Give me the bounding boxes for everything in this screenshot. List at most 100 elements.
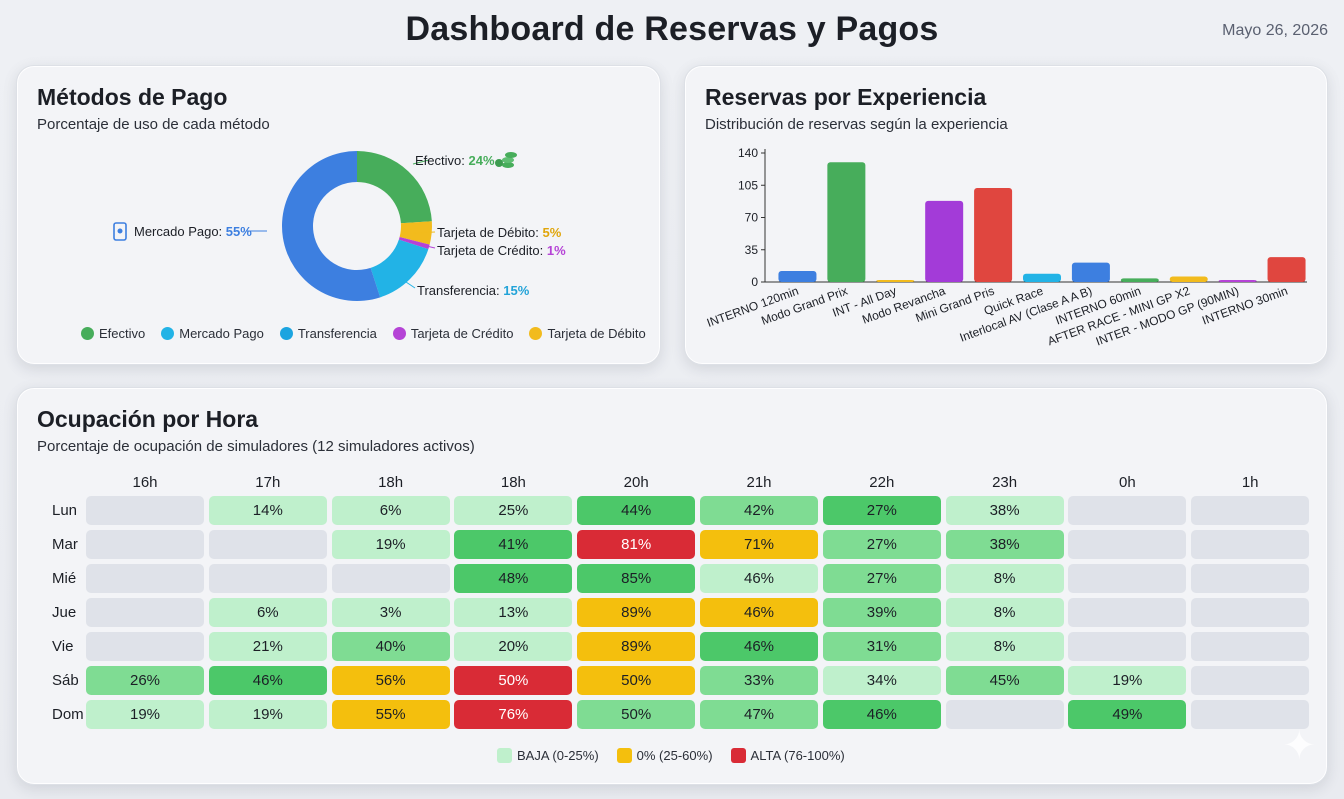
- heatmap-cell: 27%: [822, 496, 941, 525]
- donut-slice-efectivo: [357, 151, 432, 224]
- heatmap-column-header: 17h: [255, 474, 281, 491]
- legend-mercado-pago: Mercado Pago: [161, 326, 264, 341]
- bar-2: [876, 280, 915, 282]
- heatmap-cell: 76%: [454, 700, 573, 729]
- bar-1: [827, 162, 866, 282]
- bar-4: [974, 188, 1013, 282]
- heatmap-row-header: Jue: [52, 604, 77, 621]
- heatmap-column-header: 20h: [623, 474, 649, 491]
- heatmap-cell: [1068, 598, 1187, 627]
- heatmap-column-header: 0h: [1119, 474, 1136, 491]
- heatmap-column-header: 18h: [378, 474, 404, 491]
- bar-3: [925, 200, 964, 282]
- heatmap-column-header: 22h: [869, 474, 895, 491]
- heatmap-cell: [1068, 530, 1187, 559]
- experiences-card: Reservas por Experiencia Distribución de…: [684, 65, 1328, 365]
- heatmap-cell: 46%: [700, 598, 818, 627]
- y-tick-label: 35: [745, 243, 759, 257]
- heatmap-cell: [86, 564, 204, 593]
- payment-legend: Efectivo Mercado Pago Transferencia Tarj…: [81, 326, 646, 341]
- legend-media: 0% (25-60%): [616, 748, 713, 763]
- heatmap-cell: 39%: [822, 598, 941, 627]
- legend-efectivo: Efectivo: [81, 326, 145, 341]
- heatmap-cell: 46%: [208, 666, 327, 695]
- legend-baja: BAJA (0-25%): [497, 748, 599, 763]
- heatmap-cell: 19%: [208, 700, 327, 729]
- callout-credito: Tarjeta de Crédito: 1%: [437, 243, 566, 258]
- occupancy-card-title: Ocupación por Hora: [37, 406, 259, 432]
- heatmap-cell: [208, 564, 327, 593]
- heatmap-row-header: Dom: [52, 706, 84, 723]
- callout-transferencia: Transferencia: 15%: [417, 283, 530, 298]
- heatmap-cell: 42%: [700, 496, 818, 525]
- heatmap-cell: 8%: [945, 632, 1064, 661]
- heatmap-cell: 47%: [700, 700, 818, 729]
- page-date: Mayo 26, 2026: [1222, 22, 1328, 39]
- y-tick-label: 105: [738, 178, 758, 192]
- heatmap-cell: 33%: [700, 666, 818, 695]
- heatmap-cell: [1191, 700, 1310, 729]
- callout-debito: Tarjeta de Débito: 5%: [437, 225, 562, 240]
- heatmap-cell: 19%: [331, 530, 450, 559]
- heatmap-cell: 55%: [331, 700, 450, 729]
- heatmap-cell: [1191, 598, 1310, 627]
- bar-8: [1169, 276, 1208, 282]
- occupancy-card-subtitle: Porcentaje de ocupación de simuladores (…: [37, 438, 475, 455]
- heatmap-column-header: 21h: [746, 474, 772, 491]
- heatmap-cell: 49%: [1068, 700, 1187, 729]
- heatmap-row-header: Mar: [52, 536, 78, 553]
- experiences-card-subtitle: Distribución de reservas según la experi…: [705, 116, 1008, 133]
- heatmap-cell: 27%: [822, 564, 941, 593]
- heatmap-cell: 40%: [331, 632, 450, 661]
- heatmap-cell: 89%: [577, 632, 696, 661]
- heatmap-row-header: Vie: [52, 638, 74, 655]
- legend-transferencia: Transferencia: [279, 326, 377, 341]
- heatmap-cell: [1068, 496, 1187, 525]
- page-title: Dashboard de Reservas y Pagos: [405, 10, 939, 48]
- heatmap-cell: 26%: [86, 666, 204, 695]
- donut-slice-mercado-pago: [282, 151, 381, 301]
- heatmap-column-header: 16h: [132, 474, 158, 491]
- heatmap-cell: [1191, 496, 1310, 525]
- heatmap-cell: [1068, 632, 1187, 661]
- coins-icon: [495, 152, 517, 168]
- heatmap-cell: 48%: [454, 564, 573, 593]
- bar-6: [1071, 262, 1110, 282]
- heatmap-cell: [1068, 564, 1187, 593]
- heatmap-cell: 21%: [208, 632, 327, 661]
- heatmap-cell: 41%: [454, 530, 573, 559]
- occupancy-card: Ocupación por Hora Porcentaje de ocupaci…: [16, 387, 1328, 785]
- heatmap-cell: 20%: [454, 632, 573, 661]
- payment-methods-card: Métodos de Pago Porcentaje de uso de cad…: [16, 65, 661, 365]
- heatmap-cell: 50%: [454, 666, 573, 695]
- heatmap-cell: 25%: [454, 496, 573, 525]
- bar-0: [778, 270, 817, 282]
- heatmap-cell: 50%: [577, 666, 696, 695]
- heatmap-cell: [1191, 564, 1310, 593]
- heatmap-cell: 44%: [577, 496, 696, 525]
- heatmap-cell: 19%: [86, 700, 204, 729]
- heatmap-cell: 34%: [822, 666, 941, 695]
- heatmap-cell: 27%: [822, 530, 941, 559]
- heatmap-cell: [86, 496, 204, 525]
- heatmap-cell: 85%: [577, 564, 696, 593]
- legend-tarjeta-debito: Tarjeta de Débito: [529, 326, 646, 341]
- heatmap-row-header: Sáb: [52, 672, 79, 689]
- heatmap-cell: 38%: [945, 530, 1064, 559]
- bar-5: [1023, 273, 1061, 282]
- callout-mercado-pago: Mercado Pago: 55%: [134, 224, 252, 239]
- y-tick-label: 0: [751, 275, 758, 289]
- heatmap-column-header: 18h: [500, 474, 526, 491]
- heatmap-cell: 81%: [577, 530, 696, 559]
- heatmap-cell: 8%: [945, 598, 1064, 627]
- heatmap-cell: 46%: [700, 564, 818, 593]
- heatmap-column-header: 1h: [1241, 474, 1259, 491]
- heatmap-cell: [1191, 530, 1310, 559]
- heatmap-cell: [86, 598, 204, 627]
- heatmap-row-header: Mié: [52, 570, 77, 587]
- payment-card-title: Métodos de Pago: [37, 84, 228, 110]
- bar-10: [1267, 257, 1306, 282]
- heatmap-cell: [945, 700, 1064, 729]
- bar-9: [1218, 280, 1257, 282]
